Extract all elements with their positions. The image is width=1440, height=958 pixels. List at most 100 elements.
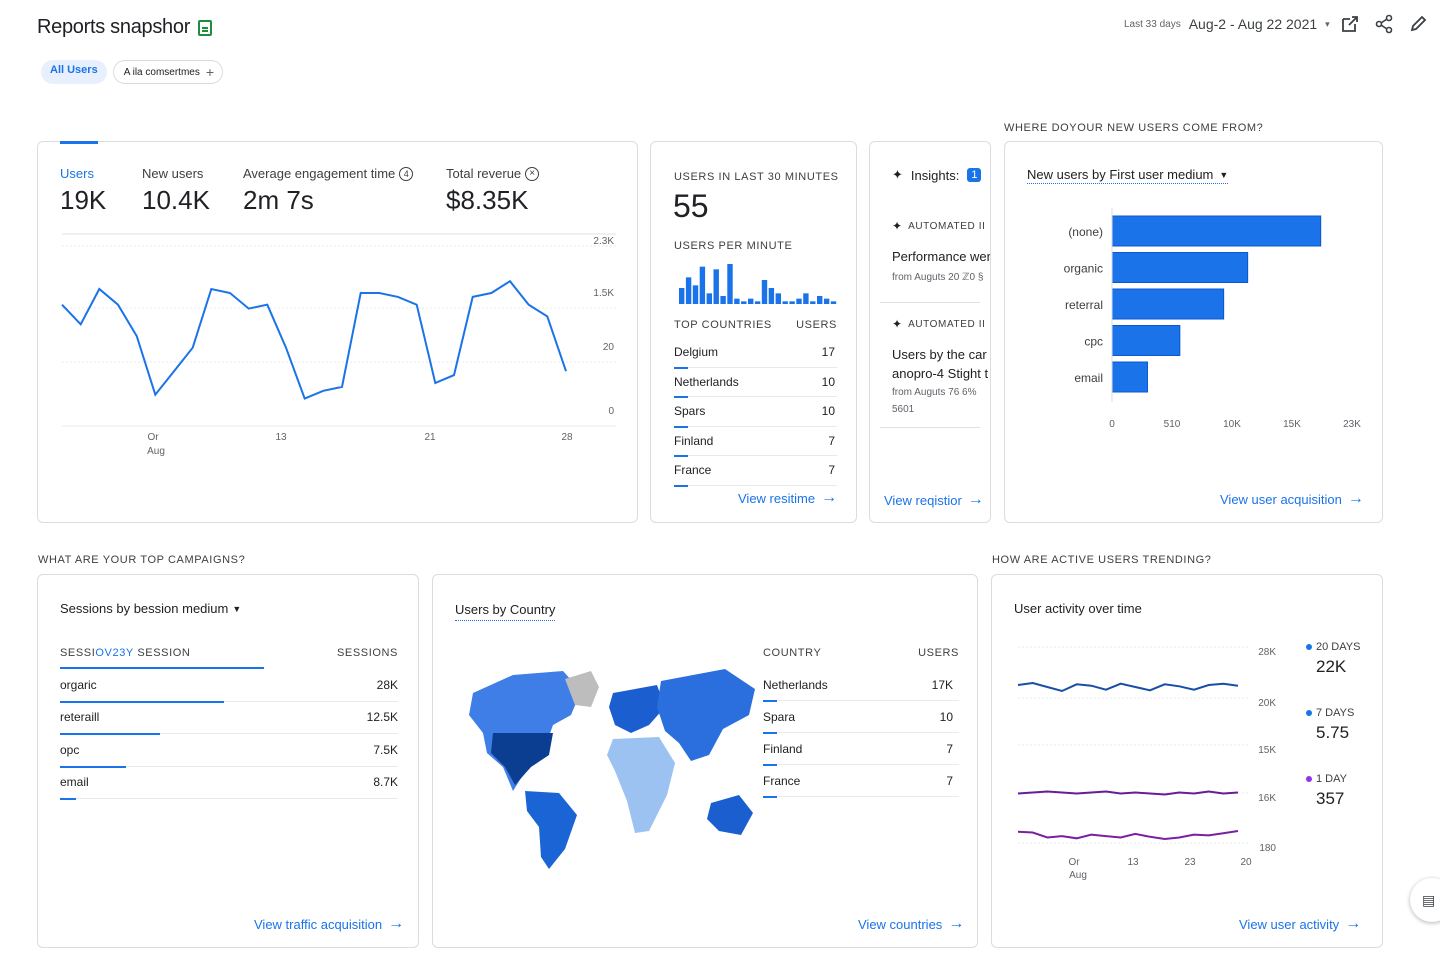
campaign-share-bar xyxy=(60,798,76,800)
users-line-chart: 2.3K 1.5K 20 0 Or 13 21 28 Aug xyxy=(61,233,616,457)
legend-label-row: 7 DAYS xyxy=(1306,707,1354,719)
metric-value: 10.4K xyxy=(142,185,210,215)
sheet-icon[interactable] xyxy=(198,19,213,36)
share-icon[interactable] xyxy=(1340,14,1360,34)
feedback-button[interactable]: ▤ xyxy=(1410,878,1440,922)
comparison-chips: All Users A ila comsertmes + xyxy=(41,60,224,84)
map-south-america xyxy=(525,791,577,869)
per-minute-bar xyxy=(706,293,712,304)
view-insights-link[interactable]: View reqistior → xyxy=(884,491,984,509)
country-row[interactable]: Spara 10 xyxy=(763,701,959,734)
campaign-row[interactable]: email 8.7K xyxy=(60,767,398,800)
view-realtime-label: View resitime xyxy=(738,490,816,506)
acquisition-card: New users by First user medium ▼ (none) o… xyxy=(1004,141,1383,523)
view-user-acquisition-link[interactable]: View user acquisition → xyxy=(1220,490,1364,508)
view-user-acquisition-label: View user acquisition xyxy=(1220,491,1342,507)
view-user-activity-label: View user activity xyxy=(1239,916,1340,932)
view-traffic-acquisition-link[interactable]: View traffic acquisition → xyxy=(254,915,404,933)
y-tick-label: 16K xyxy=(1258,793,1276,804)
country-users: 10 xyxy=(939,709,953,724)
acquisition-dropdown[interactable]: New users by First user medium ▼ xyxy=(1027,167,1229,184)
x-tick-label: 10K xyxy=(1223,419,1241,430)
per-minute-bar xyxy=(748,298,754,304)
metric-label: Average engagement time xyxy=(243,166,396,181)
per-minute-bar xyxy=(679,288,685,304)
campaigns-table-header: SESSIOV23Y SESSION SESSIONS xyxy=(60,647,398,659)
bar-cpc xyxy=(1111,325,1181,356)
x-tick-label: 510 xyxy=(1164,419,1181,430)
x-tick-label: Or xyxy=(1068,857,1080,868)
country-row[interactable]: Finland 7 xyxy=(763,733,959,766)
country-row[interactable]: Delgium 17 xyxy=(674,338,837,369)
country-row[interactable]: Finland 7 xyxy=(674,427,837,457)
country-row[interactable]: Spars 10 xyxy=(674,397,837,428)
metric-tab-new-users[interactable]: New users 10.4K xyxy=(142,166,243,216)
edit-icon[interactable] xyxy=(1408,14,1428,34)
add-comparison-chip[interactable]: A ila comsertmes + xyxy=(112,60,224,84)
campaign-sessions: 7.5K xyxy=(373,742,398,757)
campaigns-list: orgaric 28K reteraill 12.5K opc 7.5K email 8.7K xyxy=(60,669,398,800)
campaign-row[interactable]: orgaric 28K xyxy=(60,669,398,703)
campaign-row[interactable]: reteraill 12.5K xyxy=(60,702,398,735)
campaign-share-bar xyxy=(60,700,224,703)
y-tick-label: 20K xyxy=(1258,698,1276,709)
world-map xyxy=(469,669,755,869)
per-minute-bar xyxy=(810,301,816,304)
metric-tab-users[interactable]: Users 19K xyxy=(60,166,142,216)
warning-icon[interactable]: × xyxy=(525,166,540,181)
connect-icon[interactable] xyxy=(1374,14,1394,34)
view-traffic-acquisition-label: View traffic acquisition xyxy=(254,916,383,932)
insight-tag-row: ✦ AUTOMATED II xyxy=(892,219,990,233)
country-name: France xyxy=(674,463,712,478)
insight-tag-row: ✦ AUTOMATED II xyxy=(892,317,990,331)
x-tick-label: 23K xyxy=(1343,419,1361,430)
metric-tab-engagement-time[interactable]: Average engagement time 4 2m 7s xyxy=(243,166,446,216)
per-minute-bar xyxy=(789,301,795,304)
country-name: Finland xyxy=(763,741,803,756)
campaigns-card: Sessions by bession medium ▼ SESSIOV23Y … xyxy=(37,574,419,948)
country-users: 17 xyxy=(821,345,835,360)
per-minute-bar xyxy=(741,301,747,304)
col-header-part: OV23Y xyxy=(95,647,134,659)
per-minute-label: USERS PER MINUTE xyxy=(674,240,793,252)
campaigns-dropdown[interactable]: Sessions by bession medium ▼ xyxy=(60,601,241,616)
x-tick-label: 13 xyxy=(1127,857,1139,868)
map-usa xyxy=(491,733,553,785)
country-row[interactable]: Netherlands 10 xyxy=(674,368,837,398)
insight-item[interactable]: ✦ AUTOMATED II Performance wer from Augu… xyxy=(892,219,990,283)
country-row[interactable]: France 7 xyxy=(763,765,959,798)
per-minute-bar xyxy=(830,301,837,304)
insight-sub: from Auguts 20 ℤ0 § xyxy=(892,272,984,283)
country-title-wrap[interactable]: Users by Country xyxy=(455,601,556,621)
metric-value: $8.35K xyxy=(446,185,529,215)
view-user-activity-link[interactable]: View user activity → xyxy=(1239,915,1361,933)
feedback-icon: ▤ xyxy=(1422,891,1436,908)
metric-label: Total reverue xyxy=(446,166,522,181)
info-icon[interactable]: 4 xyxy=(399,166,414,181)
legend-dot-icon xyxy=(1306,644,1312,650)
x-tick-label: 0 xyxy=(1109,419,1115,430)
map-australia xyxy=(707,795,753,835)
country-row[interactable]: France 7 xyxy=(674,456,837,487)
row-bar xyxy=(763,700,777,702)
country-row[interactable]: Netherlands 17K xyxy=(763,669,959,702)
insight-tag: AUTOMATED II xyxy=(908,220,986,232)
arrow-right-icon: → xyxy=(388,915,405,932)
all-users-chip[interactable]: All Users xyxy=(41,60,107,84)
metric-label-row: Average engagement time 4 xyxy=(243,166,446,181)
campaign-row[interactable]: opc 7.5K xyxy=(60,734,398,768)
view-realtime-link[interactable]: View resitime → xyxy=(738,489,837,507)
bar-reterral xyxy=(1111,288,1225,320)
metric-tab-revenue[interactable]: Total reverue × $8.35K xyxy=(446,166,576,216)
insight-item[interactable]: ✦ AUTOMATED II Users by the car anopro-4… xyxy=(892,317,990,415)
date-range-picker[interactable]: Last 33 days Aug-2 - Aug 22 2021 ▾ xyxy=(1124,16,1330,32)
users-per-minute-bars xyxy=(679,264,837,304)
plus-icon: + xyxy=(205,64,215,80)
caret-down-icon: ▼ xyxy=(1219,169,1229,180)
view-countries-link[interactable]: View countries → xyxy=(858,915,964,933)
y-tick-label: 15K xyxy=(1258,745,1276,756)
map-greenland xyxy=(565,671,599,707)
realtime-card: USERS IN LAST 30 MINUTES 55 USERS PER MI… xyxy=(650,141,857,523)
campaigns-dropdown-label: Sessions by bession medium xyxy=(60,601,229,616)
metric-label: Users xyxy=(60,166,94,181)
